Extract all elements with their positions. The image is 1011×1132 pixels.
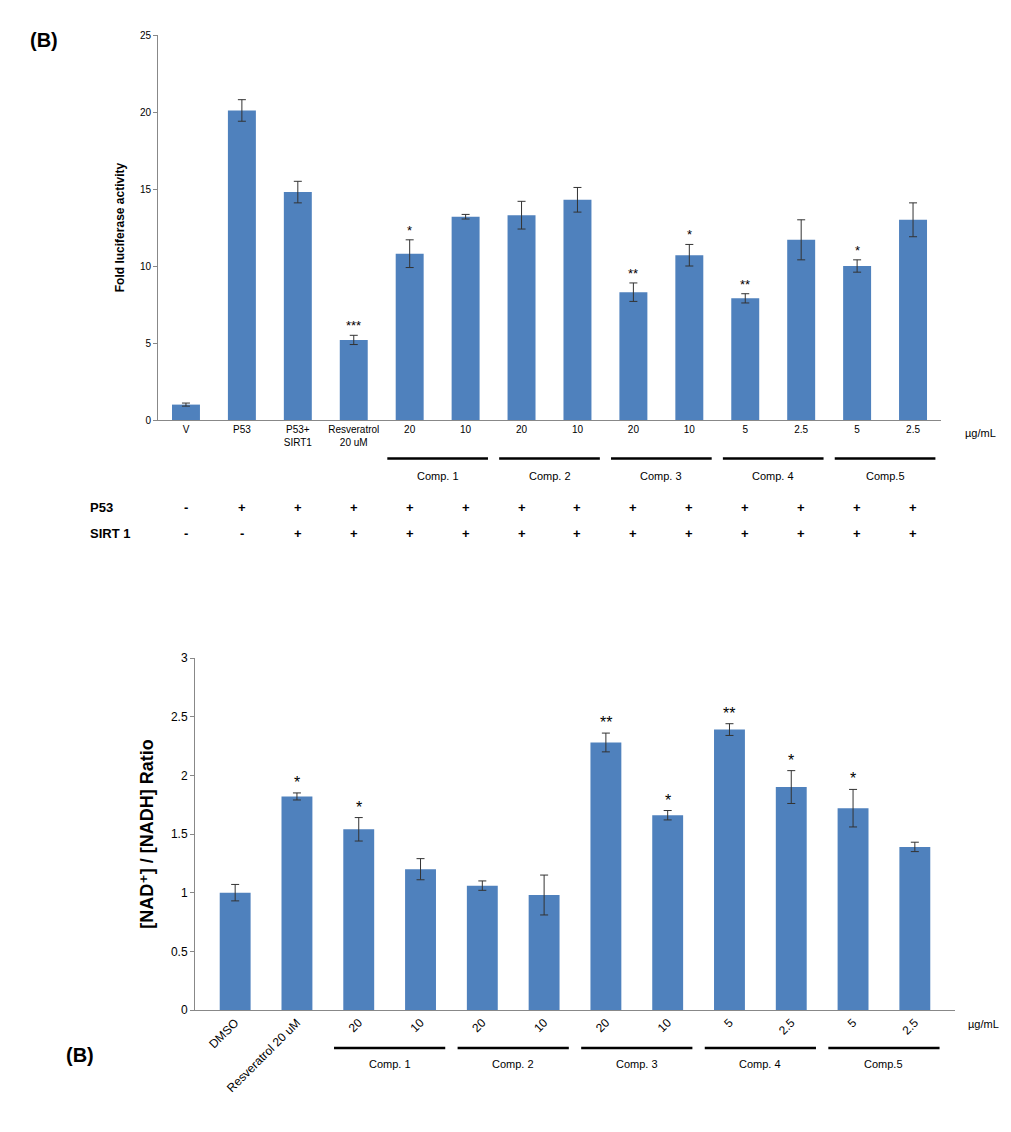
svg-text:+: + — [741, 526, 749, 541]
svg-text:*: * — [665, 792, 671, 809]
svg-text:*: * — [687, 227, 692, 242]
svg-text:+: + — [573, 500, 581, 515]
svg-text:10: 10 — [572, 424, 584, 435]
svg-text:Comp. 3: Comp. 3 — [640, 470, 682, 482]
svg-text:+: + — [462, 526, 470, 541]
svg-text:+: + — [518, 526, 526, 541]
svg-text:SIRT 1: SIRT 1 — [90, 526, 130, 541]
svg-text:µg/mL: µg/mL — [968, 1018, 999, 1030]
svg-text:-: - — [240, 526, 244, 541]
svg-text:**: ** — [628, 266, 638, 281]
svg-text:5: 5 — [854, 424, 860, 435]
svg-text:10: 10 — [531, 1016, 551, 1036]
svg-text:2.5: 2.5 — [794, 424, 808, 435]
svg-text:+: + — [350, 526, 358, 541]
svg-text:2.5: 2.5 — [906, 424, 920, 435]
svg-text:10: 10 — [408, 1016, 428, 1036]
svg-text:5: 5 — [145, 338, 151, 349]
svg-text:*: * — [788, 752, 794, 769]
svg-text:+: + — [685, 500, 693, 515]
svg-text:+: + — [238, 500, 246, 515]
svg-text:3: 3 — [181, 651, 188, 665]
svg-text:+: + — [406, 526, 414, 541]
svg-text:20: 20 — [628, 424, 640, 435]
svg-text:Resveratrol20 uM: Resveratrol20 uM — [328, 424, 379, 448]
svg-text:P53: P53 — [233, 424, 251, 435]
svg-text:Comp. 4: Comp. 4 — [739, 1058, 781, 1070]
svg-text:Fold luciferase activity: Fold luciferase activity — [113, 162, 127, 292]
svg-text:10: 10 — [684, 424, 696, 435]
svg-text:*: * — [294, 774, 300, 791]
svg-text:P53: P53 — [90, 500, 113, 515]
svg-text:+: + — [797, 500, 805, 515]
svg-text:1: 1 — [181, 886, 188, 900]
svg-text:2.5: 2.5 — [900, 1016, 922, 1038]
svg-text:10: 10 — [140, 261, 152, 272]
svg-text:[NAD⁺] / [NADH] Ratio: [NAD⁺] / [NADH] Ratio — [137, 739, 157, 928]
svg-text:+: + — [853, 500, 861, 515]
svg-text:0: 0 — [145, 415, 151, 426]
svg-text:20: 20 — [404, 424, 416, 435]
svg-text:2.5: 2.5 — [171, 710, 188, 724]
svg-text:Resveratrol 20 uM: Resveratrol 20 uM — [224, 1016, 303, 1095]
svg-text:+: + — [518, 500, 526, 515]
svg-text:*: * — [407, 223, 412, 238]
svg-text:+: + — [741, 500, 749, 515]
svg-text:+: + — [909, 526, 917, 541]
svg-text:+: + — [406, 500, 414, 515]
svg-text:+: + — [853, 526, 861, 541]
svg-text:P53+SIRT1: P53+SIRT1 — [284, 424, 313, 448]
svg-text:*: * — [855, 243, 860, 258]
svg-text:+: + — [629, 500, 637, 515]
svg-text:Comp. 3: Comp. 3 — [616, 1058, 658, 1070]
svg-text:25: 25 — [140, 30, 152, 41]
svg-text:20: 20 — [346, 1016, 366, 1036]
svg-text:-: - — [184, 526, 188, 541]
svg-text:+: + — [294, 526, 302, 541]
svg-text:DMSO: DMSO — [206, 1016, 241, 1051]
svg-text:+: + — [350, 500, 358, 515]
svg-text:**: ** — [600, 714, 612, 731]
svg-text:20: 20 — [140, 107, 152, 118]
svg-text:Comp.5: Comp.5 — [864, 1058, 903, 1070]
svg-text:+: + — [685, 526, 693, 541]
svg-text:0: 0 — [181, 1003, 188, 1017]
svg-text:20: 20 — [593, 1016, 613, 1036]
svg-text:+: + — [797, 526, 805, 541]
svg-text:*: * — [850, 770, 856, 787]
svg-text:Comp. 2: Comp. 2 — [529, 470, 571, 482]
svg-text:5: 5 — [721, 1016, 736, 1031]
svg-text:(B): (B) — [66, 1044, 94, 1066]
svg-text:Comp. 1: Comp. 1 — [417, 470, 459, 482]
svg-text:10: 10 — [460, 424, 472, 435]
svg-text:2.5: 2.5 — [776, 1016, 798, 1038]
svg-text:+: + — [629, 526, 637, 541]
svg-text:2: 2 — [181, 769, 188, 783]
svg-text:***: *** — [346, 318, 361, 333]
svg-text:5: 5 — [742, 424, 748, 435]
svg-text:-: - — [184, 500, 188, 515]
svg-text:+: + — [573, 526, 581, 541]
svg-text:1.5: 1.5 — [171, 827, 188, 841]
svg-text:**: ** — [740, 277, 750, 292]
svg-text:**: ** — [723, 705, 735, 722]
svg-text:15: 15 — [140, 184, 152, 195]
svg-text:20: 20 — [516, 424, 528, 435]
svg-text:*: * — [356, 799, 362, 816]
svg-text:Comp. 2: Comp. 2 — [492, 1058, 534, 1070]
svg-text:Comp. 4: Comp. 4 — [752, 470, 794, 482]
svg-text:10: 10 — [655, 1016, 675, 1036]
svg-text:µg/mL: µg/mL — [965, 427, 996, 439]
svg-text:+: + — [294, 500, 302, 515]
svg-text:Comp.5: Comp.5 — [866, 470, 905, 482]
svg-text:20: 20 — [469, 1016, 489, 1036]
svg-text:+: + — [909, 500, 917, 515]
svg-text:+: + — [462, 500, 470, 515]
svg-text:0.5: 0.5 — [171, 945, 188, 959]
svg-text:V: V — [183, 424, 190, 435]
svg-text:(B): (B) — [30, 29, 58, 51]
svg-text:Comp. 1: Comp. 1 — [369, 1058, 411, 1070]
svg-text:5: 5 — [845, 1016, 860, 1031]
